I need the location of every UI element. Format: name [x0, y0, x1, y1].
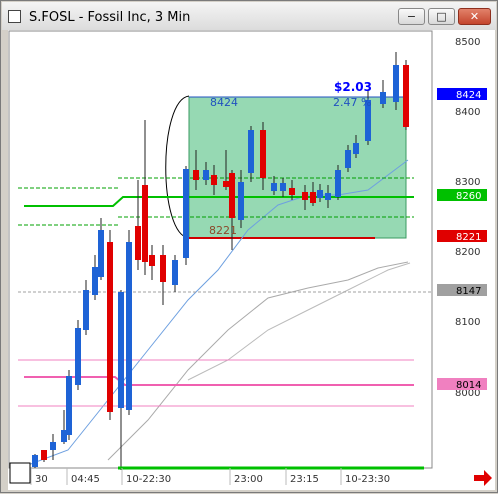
y-tick-label: 8300 [455, 177, 480, 188]
corner-box-icon[interactable] [9, 462, 31, 484]
candle-down [223, 181, 229, 187]
price-tag-label: 8260 [456, 191, 481, 202]
candle-up [92, 267, 98, 295]
price-tag [437, 88, 487, 100]
y-tick-label: 8500 [455, 37, 480, 48]
candle-up [203, 170, 209, 180]
box-high-label: 8424 [210, 96, 238, 109]
candle-up [118, 292, 124, 408]
box-low-label: 8221 [209, 224, 237, 237]
candle-down [260, 130, 266, 178]
candle-up [365, 100, 371, 141]
x-tick-label: 30 [35, 474, 48, 485]
x-tick-label: 23:15 [290, 474, 319, 485]
x-tick-label: 10-23:30 [345, 474, 390, 485]
y-tick-label: 8400 [455, 107, 480, 118]
candle-up [345, 150, 351, 168]
price-tag [437, 230, 487, 242]
candle-down [41, 450, 47, 460]
price-chart[interactable]: 8424 8221 $2.03 2.47 % 8500 8400 8300 8200 8… [8, 30, 495, 490]
change-percent: 2.47 % [333, 96, 371, 109]
x-tick-label: 04:45 [71, 474, 100, 485]
candle-up [61, 430, 67, 442]
x-tick-label: 23:00 [234, 474, 263, 485]
maximize-icon: □ [436, 10, 447, 23]
y-tick-label: 8200 [455, 247, 480, 258]
candle-down [229, 173, 235, 218]
candle-up [83, 290, 89, 330]
price-tag [437, 189, 487, 201]
candle-up [75, 328, 81, 385]
candle-up [317, 190, 323, 198]
y-tick-label: 8100 [455, 317, 480, 328]
price-tag [437, 378, 487, 390]
mid-band [24, 196, 414, 207]
candle-up [325, 193, 331, 200]
candle-down [211, 175, 217, 185]
candle-down [310, 192, 316, 203]
ma-fast-line [27, 159, 409, 466]
candle-down [289, 188, 295, 195]
candle-up [335, 170, 341, 197]
candle-down [160, 255, 166, 282]
y-tick-label: 8000 [455, 388, 480, 399]
minimize-icon: − [406, 10, 417, 23]
close-icon: ✕ [469, 10, 480, 23]
candle-up [66, 376, 72, 435]
box-bracket [165, 95, 190, 239]
candle-down [107, 242, 113, 412]
maximize-button[interactable]: □ [428, 8, 455, 25]
candle-up [380, 92, 386, 104]
candle-up [238, 182, 244, 220]
candle-up [126, 242, 132, 410]
price-tag-label: 8014 [456, 380, 481, 391]
price-tag [437, 284, 487, 296]
candle-down [149, 255, 155, 266]
price-tag-label: 8147 [456, 286, 481, 297]
candle-up [183, 169, 189, 258]
candle-up [248, 130, 254, 173]
ma-slow-line [107, 261, 409, 461]
candle-up [271, 183, 277, 191]
app-icon [8, 10, 21, 23]
candle-down [193, 170, 199, 180]
price-tag-label: 8424 [456, 90, 481, 101]
candle-down [142, 185, 148, 262]
candle-up [172, 260, 178, 285]
title-bar[interactable]: S.FOSL - Fossil Inc, 3 Min − □ ✕ [2, 2, 496, 30]
candle-up [50, 442, 56, 450]
red-right-arrow-icon[interactable] [474, 470, 492, 486]
window-title: S.FOSL - Fossil Inc, 3 Min [29, 10, 191, 25]
chart-area[interactable]: 8424 8221 $2.03 2.47 % 8500 8400 8300 8200 8… [8, 30, 495, 490]
candle-up [32, 455, 38, 467]
candle-up [98, 230, 104, 277]
x-tick-label: 10-22:30 [126, 474, 171, 485]
candle-up [353, 143, 359, 154]
close-button[interactable]: ✕ [458, 8, 491, 25]
minimize-button[interactable]: − [398, 8, 425, 25]
price-scale [432, 31, 494, 468]
candle-down [302, 192, 308, 200]
price-tag-label: 8221 [456, 232, 481, 243]
candle-up [280, 183, 286, 191]
candle-down [135, 226, 141, 260]
candle-down [403, 65, 409, 127]
change-amount: $2.03 [334, 80, 372, 94]
candle-up [393, 65, 399, 102]
